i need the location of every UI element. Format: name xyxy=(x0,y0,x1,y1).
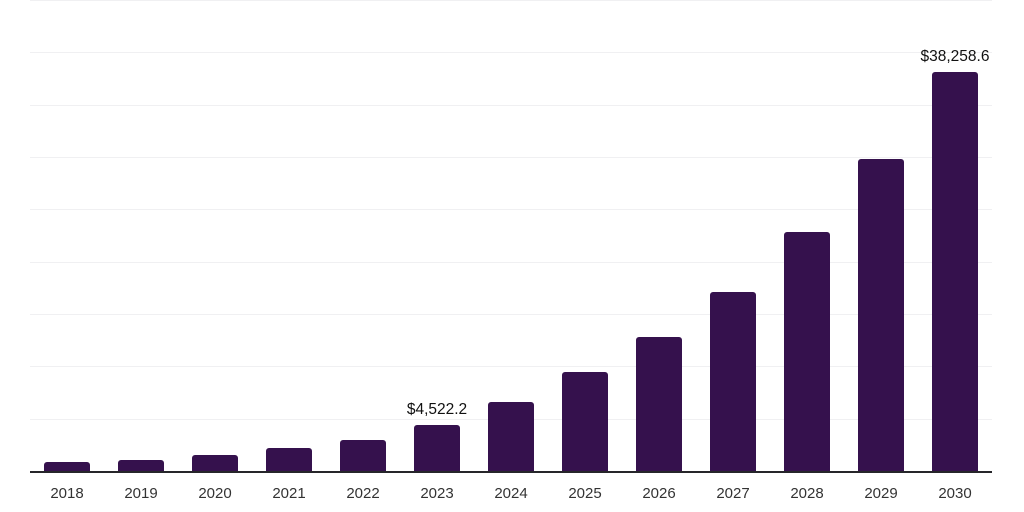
gridline xyxy=(30,52,992,54)
x-tick-2024: 2024 xyxy=(494,485,528,502)
bar-2030 xyxy=(932,71,978,472)
x-tick-2029: 2029 xyxy=(864,485,898,502)
x-tick-2030: 2030 xyxy=(938,485,972,502)
value-label-2030: $38,258.6 xyxy=(920,47,990,65)
bar-2023 xyxy=(414,424,460,472)
x-tick-2021: 2021 xyxy=(272,485,306,502)
gridline xyxy=(30,104,992,106)
bar-2026 xyxy=(636,336,682,472)
bar-2029 xyxy=(858,159,904,472)
gridline xyxy=(30,366,992,368)
x-tick-2027: 2027 xyxy=(716,485,750,502)
x-tick-2023: 2023 xyxy=(420,485,454,502)
bar-2019 xyxy=(118,459,164,472)
gridline xyxy=(30,314,992,315)
plot-area: $4,522.2 $38,258.6 xyxy=(30,0,992,473)
x-tick-2020: 2020 xyxy=(198,485,232,502)
bar-2028 xyxy=(784,232,830,472)
x-tick-2019: 2019 xyxy=(124,485,158,502)
gridline xyxy=(30,209,992,211)
value-label-2023: $4,522.2 xyxy=(406,400,468,418)
gridline xyxy=(30,157,992,158)
gridline xyxy=(30,261,992,263)
bar-2021 xyxy=(266,447,312,472)
x-tick-2026: 2026 xyxy=(642,485,676,502)
x-tick-2028: 2028 xyxy=(790,485,824,502)
bar-2025 xyxy=(562,372,608,472)
x-axis-line xyxy=(30,471,992,473)
bar-2027 xyxy=(710,291,756,472)
x-tick-2022: 2022 xyxy=(346,485,380,502)
bar-2018 xyxy=(44,462,90,472)
gridline xyxy=(30,0,992,1)
bar-2020 xyxy=(192,454,238,472)
x-tick-2025: 2025 xyxy=(568,485,602,502)
bar-2024 xyxy=(488,401,534,472)
x-tick-2018: 2018 xyxy=(50,485,84,502)
x-axis: 2018 2019 2020 2021 2022 2023 2024 2025 2026 2027… xyxy=(30,485,992,505)
bar-2022 xyxy=(340,439,386,472)
